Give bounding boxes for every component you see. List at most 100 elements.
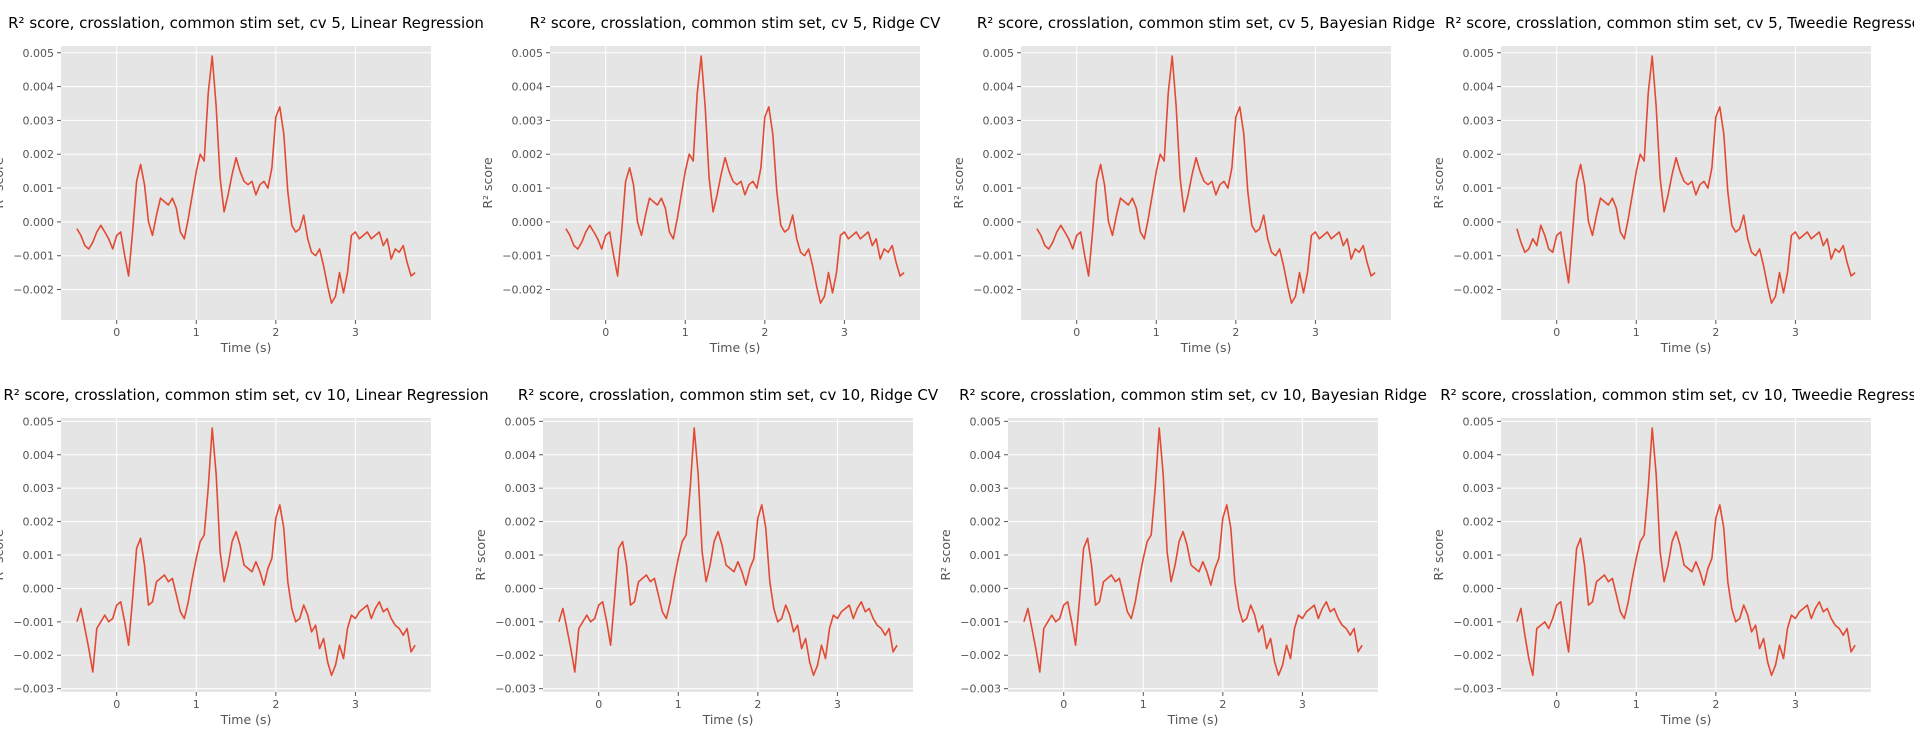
x-tick-label: 2	[272, 698, 279, 711]
x-axis-label: Time (s)	[709, 340, 761, 355]
y-axis-label: R² score	[0, 529, 6, 581]
x-axis-label: Time (s)	[1167, 712, 1219, 727]
plot-group: 0 1 2 3 −0.002 −0.001 0.000 0.001 0.002 0.003 0.00…	[951, 14, 1435, 355]
x-axis-label: Time (s)	[1660, 712, 1712, 727]
y-tick-label: 0.004	[970, 449, 1002, 462]
y-tick-label: 0.002	[505, 516, 537, 529]
x-tick-label: 0	[595, 698, 602, 711]
x-axis-label: Time (s)	[1660, 340, 1712, 355]
y-tick-label: 0.000	[1463, 216, 1495, 229]
chart-svg: 0 1 2 3 −0.002 −0.001 0.000 0.001 0.002 0.003 0.00…	[480, 14, 941, 355]
y-tick-label: 0.001	[23, 182, 55, 195]
y-tick-label: 0.002	[1463, 148, 1495, 161]
series-line	[1516, 427, 1856, 677]
series-line	[76, 427, 416, 677]
y-tick-label: −0.002	[13, 284, 54, 297]
x-tick-label: 3	[352, 326, 359, 339]
chart-panel: 0 1 2 3 −0.002 −0.001 0.000 0.001 0.002 0.003 0.00…	[480, 6, 941, 365]
y-tick-label: 0.002	[512, 148, 544, 161]
y-tick-label: 0.003	[512, 114, 544, 127]
y-axis-label: R² score	[0, 157, 6, 209]
y-tick-label: 0.000	[505, 582, 537, 595]
y-tick-label: 0.000	[983, 216, 1015, 229]
x-tick-label: 1	[682, 326, 689, 339]
y-tick-label: −0.003	[495, 683, 536, 696]
y-tick-label: 0.005	[1463, 47, 1495, 60]
x-tick-label: 0	[602, 326, 609, 339]
chart-svg: 0 1 2 3 −0.002 −0.001 0.000 0.001 0.002 0.003 0.00…	[951, 14, 1435, 355]
y-tick-label: 0.001	[983, 182, 1015, 195]
series-line	[558, 427, 898, 677]
y-tick-label: 0.000	[23, 582, 55, 595]
y-tick-label: 0.003	[983, 114, 1015, 127]
y-tick-label: 0.001	[1463, 182, 1495, 195]
y-tick-label: 0.004	[23, 81, 55, 94]
x-tick-label: 3	[1299, 698, 1306, 711]
y-tick-label: −0.002	[495, 649, 536, 662]
chart-svg: 0 1 2 3 −0.003 −0.002 −0.001 0.000 0.001 0.002 0.0…	[938, 386, 1427, 727]
y-tick-label: 0.004	[983, 81, 1015, 94]
y-tick-label: 0.002	[23, 148, 55, 161]
y-axis-label: R² score	[938, 529, 953, 581]
plot-group: 0 1 2 3 −0.003 −0.002 −0.001 0.000 0.001 0.002 0.0…	[1431, 386, 1914, 727]
x-axis-label: Time (s)	[220, 712, 272, 727]
y-tick-label: −0.003	[960, 683, 1001, 696]
y-axis-label: R² score	[1431, 157, 1446, 209]
x-tick-label: 0	[113, 326, 120, 339]
y-tick-label: 0.005	[970, 415, 1002, 428]
y-tick-label: −0.001	[973, 250, 1014, 263]
y-tick-label: −0.001	[502, 250, 543, 263]
x-tick-label: 1	[1633, 326, 1640, 339]
chart-title: R² score, crosslation, common stim set, …	[977, 14, 1435, 32]
y-tick-label: −0.002	[960, 649, 1001, 662]
y-tick-label: 0.000	[970, 582, 1002, 595]
series-line	[1036, 55, 1376, 304]
y-tick-label: −0.001	[495, 616, 536, 629]
y-tick-label: −0.003	[1453, 683, 1494, 696]
y-axis-label: R² score	[480, 157, 495, 209]
chart-panel: 0 1 2 3 −0.003 −0.002 −0.001 0.000 0.001 0.002 0.0…	[1431, 378, 1914, 737]
y-tick-label: 0.003	[970, 482, 1002, 495]
x-tick-label: 3	[1792, 698, 1799, 711]
chart-svg: 0 1 2 3 −0.002 −0.001 0.000 0.001 0.002 0.003 0.00…	[0, 14, 484, 355]
chart-panel: 0 1 2 3 −0.003 −0.002 −0.001 0.000 0.001 0.002 0.0…	[938, 378, 1427, 737]
x-tick-label: 0	[1553, 698, 1560, 711]
x-tick-label: 1	[1140, 698, 1147, 711]
y-tick-label: −0.001	[960, 616, 1001, 629]
y-tick-label: 0.005	[512, 47, 544, 60]
x-tick-label: 0	[1060, 698, 1067, 711]
y-tick-label: 0.005	[983, 47, 1015, 60]
chart-title: R² score, crosslation, common stim set, …	[1440, 386, 1914, 404]
plot-group: 0 1 2 3 −0.002 −0.001 0.000 0.001 0.002 0.003 0.00…	[0, 14, 484, 355]
x-tick-label: 0	[1073, 326, 1080, 339]
chart-title: R² score, crosslation, common stim set, …	[3, 386, 488, 404]
x-tick-label: 3	[841, 326, 848, 339]
x-tick-label: 3	[1312, 326, 1319, 339]
y-tick-label: 0.002	[23, 516, 55, 529]
x-tick-label: 0	[113, 698, 120, 711]
series-line	[1023, 427, 1363, 677]
y-tick-label: 0.000	[512, 216, 544, 229]
x-tick-label: 3	[352, 698, 359, 711]
y-tick-label: 0.005	[505, 415, 537, 428]
plot-group: 0 1 2 3 −0.003 −0.002 −0.001 0.000 0.001 0.002 0.0…	[473, 386, 939, 727]
chart-svg: 0 1 2 3 −0.002 −0.001 0.000 0.001 0.002 0.003 0.00…	[1431, 14, 1914, 355]
chart-panel: 0 1 2 3 −0.002 −0.001 0.000 0.001 0.002 0.003 0.00…	[0, 6, 484, 365]
y-tick-label: 0.001	[23, 549, 55, 562]
chart-svg: 0 1 2 3 −0.003 −0.002 −0.001 0.000 0.001 0.002 0.0…	[0, 386, 489, 727]
x-tick-label: 1	[675, 698, 682, 711]
y-tick-label: −0.001	[13, 250, 54, 263]
x-tick-label: 3	[834, 698, 841, 711]
x-tick-label: 2	[754, 698, 761, 711]
chart-title: R² score, crosslation, common stim set, …	[1445, 14, 1914, 32]
y-tick-label: 0.004	[1463, 81, 1495, 94]
y-tick-label: 0.001	[505, 549, 537, 562]
y-tick-label: 0.004	[23, 449, 55, 462]
x-tick-label: 1	[193, 326, 200, 339]
x-tick-label: 1	[1153, 326, 1160, 339]
series-line	[565, 55, 905, 304]
chart-title: R² score, crosslation, common stim set, …	[959, 386, 1427, 404]
y-tick-label: −0.002	[1453, 649, 1494, 662]
x-tick-label: 1	[1633, 698, 1640, 711]
